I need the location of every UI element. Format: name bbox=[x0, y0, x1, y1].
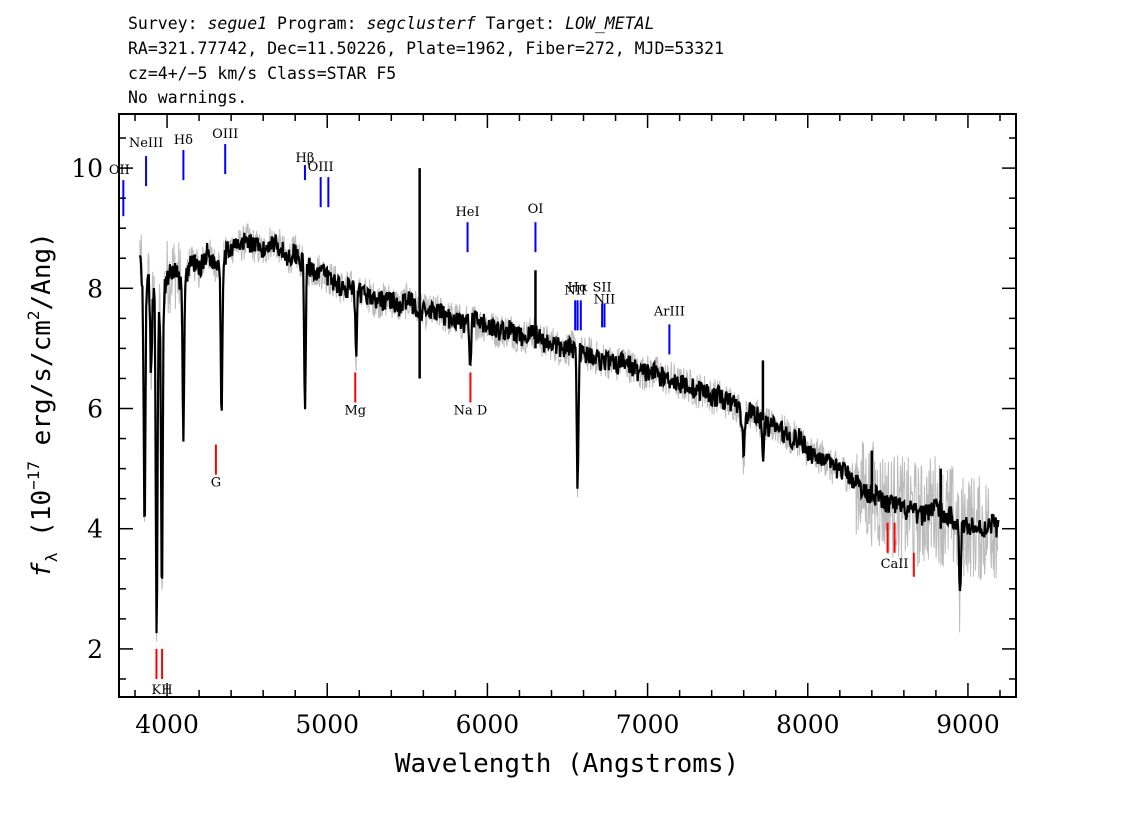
absorption-line-label: Na D bbox=[454, 404, 488, 419]
emission-line-label: Hβ bbox=[296, 151, 315, 166]
y-tick-label: 2 bbox=[87, 635, 103, 664]
y-axis-title-exponent: −17 bbox=[24, 461, 43, 490]
emission-line-label: OIII bbox=[308, 160, 334, 175]
emission-line-label: OIII bbox=[212, 127, 238, 142]
emission-line-label: SII bbox=[593, 280, 612, 295]
smoothed-flux-trace bbox=[138, 232, 1000, 634]
y-axis-title-symbol: f bbox=[27, 562, 57, 578]
header-survey-segment: Target: bbox=[476, 14, 565, 33]
y-axis-title-subscript: λ bbox=[42, 552, 61, 562]
y-tick-label: 6 bbox=[87, 395, 103, 424]
header-survey-segment: segue1 bbox=[207, 14, 267, 33]
y-axis-title-units: erg/s/cm bbox=[27, 320, 57, 461]
header-block: Survey: segue1 Program: segclusterf Targ… bbox=[128, 14, 724, 107]
header-survey-segment: Survey: bbox=[128, 14, 207, 33]
y-tick-label: 8 bbox=[87, 274, 103, 303]
header-coords-line: RA=321.77742, Dec=11.50226, Plate=1962, … bbox=[128, 39, 724, 58]
header-survey-segment: Program: bbox=[267, 14, 366, 33]
header-redshift-line: cz=4+/−5 km/s Class=STAR F5 bbox=[128, 64, 396, 83]
emission-line-label: Hα bbox=[568, 280, 588, 295]
absorption-line-label: KH bbox=[152, 683, 173, 698]
smoothed-flux-layer bbox=[138, 168, 1000, 634]
header-survey-line: Survey: segue1 Program: segclusterf Targ… bbox=[128, 14, 655, 33]
y-axis-title-tail: /Ang) bbox=[27, 232, 57, 310]
x-tick-label: 7000 bbox=[616, 710, 680, 739]
x-tick-label: 9000 bbox=[936, 710, 1000, 739]
y-tick-label: 4 bbox=[87, 515, 103, 544]
header-survey-segment: segclusterf bbox=[366, 14, 476, 33]
header-warnings-line: No warnings. bbox=[128, 88, 247, 107]
absorption-line-label: G bbox=[211, 476, 221, 491]
y-axis-ticks: 2 4 6 8 10 bbox=[71, 137, 1016, 680]
absorption-line-label: Mg bbox=[344, 404, 366, 419]
x-tick-label: 4000 bbox=[135, 710, 199, 739]
y-axis-title: fλ (10−17 erg/s/cm2/Ang) bbox=[24, 232, 61, 578]
emission-line-label: NeIII bbox=[129, 136, 163, 151]
plot-frame bbox=[118, 113, 1017, 698]
y-axis-title-prefix: (10 bbox=[27, 490, 57, 553]
absorption-line-label: CaII bbox=[881, 557, 909, 572]
emission-line-label: Hδ bbox=[174, 133, 193, 148]
x-axis-title: Wavelength (Angstroms) bbox=[395, 749, 739, 779]
emission-line-label: ArIII bbox=[653, 304, 685, 319]
emission-line-label: NII bbox=[564, 283, 586, 298]
header-survey-segment: LOW_METAL bbox=[565, 14, 654, 33]
emission-line-label: HeI bbox=[455, 205, 479, 220]
x-tick-label: 6000 bbox=[456, 710, 520, 739]
x-tick-label: 5000 bbox=[295, 710, 359, 739]
x-axis-ticks: 4000 5000 6000 7000 8000 9000 bbox=[134, 114, 1001, 739]
emission-line-label: NII bbox=[594, 292, 616, 307]
y-axis-title-exponent2: 2 bbox=[24, 310, 43, 320]
emission-line-label: OI bbox=[528, 202, 544, 217]
x-tick-label: 8000 bbox=[776, 710, 840, 739]
y-tick-label: 10 bbox=[71, 154, 103, 183]
